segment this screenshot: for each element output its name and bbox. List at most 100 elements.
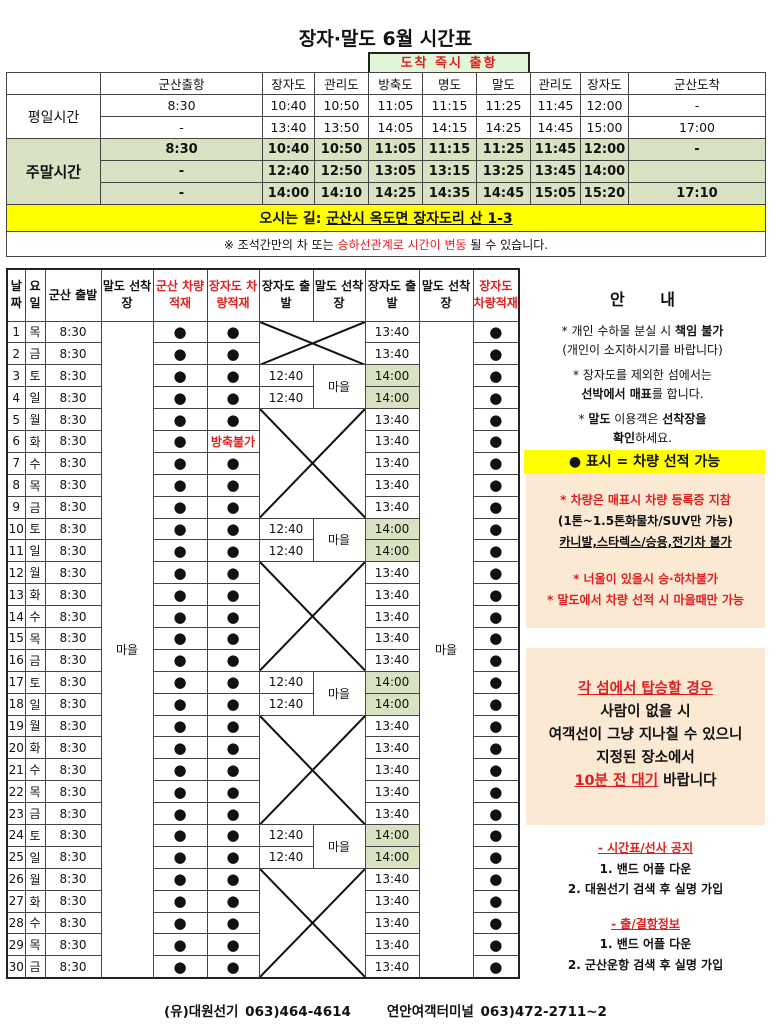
date-cell: 15 [6, 626, 26, 650]
jangja-departure: 12:40 [258, 386, 314, 410]
terminal-phone: 연안여객터미널 063)472-2711~2 [386, 1004, 607, 1020]
column-header: 방축도 [368, 72, 423, 95]
jangja-vehicle-dot-2: ● [472, 626, 520, 650]
gunsan-vehicle-dot: ● [152, 802, 208, 825]
gunsan-departure: 8:30 [44, 823, 102, 847]
daily-schedule-table: 날짜 요일 군산 출발 말도 선착장 군산 차량적재 장자도 차량적재 장자도 출발 말도 선… [6, 268, 520, 979]
table-row: 9 금 8:30 ● ● 13:40 ● [6, 495, 520, 519]
mado-pier-cell: 마을 [312, 670, 366, 716]
note-text: - 출/결항정보 [611, 916, 680, 931]
gunsan-vehicle-dot: ● [152, 429, 208, 453]
table-row: 17 토 8:30 ● ● 12:40 마을 14:00 ● [6, 670, 520, 716]
jangja-vehicle-dot-2: ● [472, 670, 520, 694]
jangja-departure-2: 13:40 [364, 648, 420, 672]
directions-label: 오시는 길: [259, 211, 322, 227]
column-header: 말도 선착장 [418, 268, 474, 322]
gunsan-departure: 8:30 [44, 626, 102, 650]
table-row: 10 토 8:30 ● ● 12:40 마을 14:00 ● [6, 517, 520, 563]
weekday-cell: 화 [24, 889, 46, 913]
gunsan-departure: 8:30 [44, 517, 102, 541]
gunsan-vehicle-dot: ● [152, 648, 208, 672]
column-header: 요일 [24, 268, 46, 322]
time-cell: - [100, 182, 263, 205]
jangja-vehicle-dot: ● [206, 583, 260, 607]
jangja-vehicle-dot: ● [206, 648, 260, 672]
weekend-row: -12:40 12:50 13:05 13:15 13:25 13:45 14:00 [7, 160, 766, 183]
jangja-vehicle-dot-2: ● [472, 714, 520, 738]
mado-pier-cell: 마을 [312, 517, 366, 563]
boarding-warning: 각 섬에서 탑승할 경우 사람이 없을 시 여객선이 그냥 지나칠 수 있으니 … [526, 648, 765, 825]
gunsan-departure: 8:30 [44, 451, 102, 475]
date-cell: 20 [6, 736, 26, 760]
note-text: 확인 [612, 431, 636, 445]
note-text: 여객선이 그냥 지나칠 수 있으니 [548, 727, 743, 743]
mado-pier-cell: 마을 [418, 320, 474, 979]
jangja-vehicle-dot-2: ● [472, 845, 520, 869]
jangja-departure: 12:40 [258, 539, 314, 563]
page-title: 장자·말도 6월 시간표 [298, 28, 473, 50]
no-service-cross [260, 409, 365, 517]
date-cell: 3 [6, 364, 26, 388]
table-row: 24 토 8:30 ● ● 12:40 마을 14:00 ● [6, 823, 520, 869]
weekday-cell: 수 [24, 451, 46, 475]
table-row: 7 수 8:30 ● ● 13:40 ● [6, 451, 520, 475]
weekday-cell: 금 [24, 495, 46, 519]
footer: (유)대원선기 063)464-4614 연안여객터미널 063)472-2711… [0, 1000, 771, 1020]
note-text: 선박에서 매표 [581, 387, 652, 401]
gunsan-vehicle-dot: ● [152, 495, 208, 519]
gunsan-departure: 8:30 [44, 714, 102, 738]
date-cell: 26 [6, 867, 26, 891]
column-header: 관리도 [530, 72, 581, 95]
gunsan-departure: 8:30 [44, 495, 102, 519]
weekday-cell: 목 [24, 320, 46, 344]
weekday-cell: 일 [24, 692, 46, 716]
jangja-departure-2: 14:00 [364, 364, 420, 388]
table-row: 8 목 8:30 ● ● 13:40 ● [6, 473, 520, 497]
jangja-vehicle-dot: ● [206, 517, 260, 541]
gunsan-vehicle-dot: ● [152, 823, 208, 847]
table-row: 21 수 8:30 ● ● 13:40 ● [6, 758, 520, 782]
jangja-vehicle-dot: ● [206, 955, 260, 979]
note-text: * 개인 수하물 분실 시 [561, 324, 676, 338]
table-row: 30 금 8:30 ● ● 13:40 ● [6, 955, 520, 979]
jangja-vehicle-dot-2: ● [472, 429, 520, 453]
time-cell: 15:20 [580, 182, 629, 205]
mado-pier-cell: 마을 [312, 364, 366, 410]
column-header [6, 72, 101, 95]
column-header: 장자도 출발 [364, 268, 420, 322]
note-text: 2. 대원선기 검색 후 실명 가입 [567, 882, 724, 896]
gunsan-departure: 8:30 [44, 561, 102, 585]
info-channels: - 시간표/선사 공지 1. 밴드 어플 다운 2. 대원선기 검색 후 실명 … [526, 838, 765, 975]
gunsan-departure: 8:30 [44, 867, 102, 891]
no-service-cross [260, 562, 365, 670]
note-text: * 장자도를 제외한 섬에서는 [573, 368, 712, 382]
time-cell: 11:05 [368, 138, 423, 161]
no-service-block [258, 561, 366, 672]
note-text: 카니발,스타렉스/승용,전기차 불가 [559, 535, 732, 549]
time-cell: 10:40 [262, 138, 315, 161]
gunsan-departure: 8:30 [44, 911, 102, 935]
jangja-departure-2: 14:00 [364, 670, 420, 694]
gunsan-vehicle-dot: ● [152, 583, 208, 607]
note-text: 2. 군산운항 검색 후 실명 가입 [567, 957, 724, 972]
note-text: 10분 전 대기 [574, 773, 659, 789]
time-cell: 15:05 [530, 182, 581, 205]
weekend-row: -14:00 14:10 14:25 14:35 14:45 15:05 15:20 17:1… [7, 182, 766, 205]
vehicle-legend: ● 표시 = 차량 선적 가능 [524, 450, 765, 474]
table-row: 5 월 8:30 ● ● 13:40 ● [6, 408, 520, 519]
jangja-departure-2: 14:00 [364, 823, 420, 847]
time-cell: 11:45 [530, 94, 581, 117]
weekday-cell: 금 [24, 342, 46, 366]
weekday-cell: 목 [24, 933, 46, 957]
time-cell: 14:45 [530, 116, 581, 139]
jangja-departure-2: 13:40 [364, 320, 420, 344]
note-text: 각 섬에서 탑승할 경우 [577, 681, 714, 697]
weekday-cell: 목 [24, 473, 46, 497]
no-service-block [258, 320, 366, 366]
gunsan-departure: 8:30 [44, 933, 102, 957]
gunsan-vehicle-dot: ● [152, 889, 208, 913]
jangja-departure-2: 14:00 [364, 517, 420, 541]
date-cell: 5 [6, 408, 26, 431]
gunsan-departure: 8:30 [44, 802, 102, 825]
jangja-vehicle-dot-2: ● [472, 758, 520, 782]
